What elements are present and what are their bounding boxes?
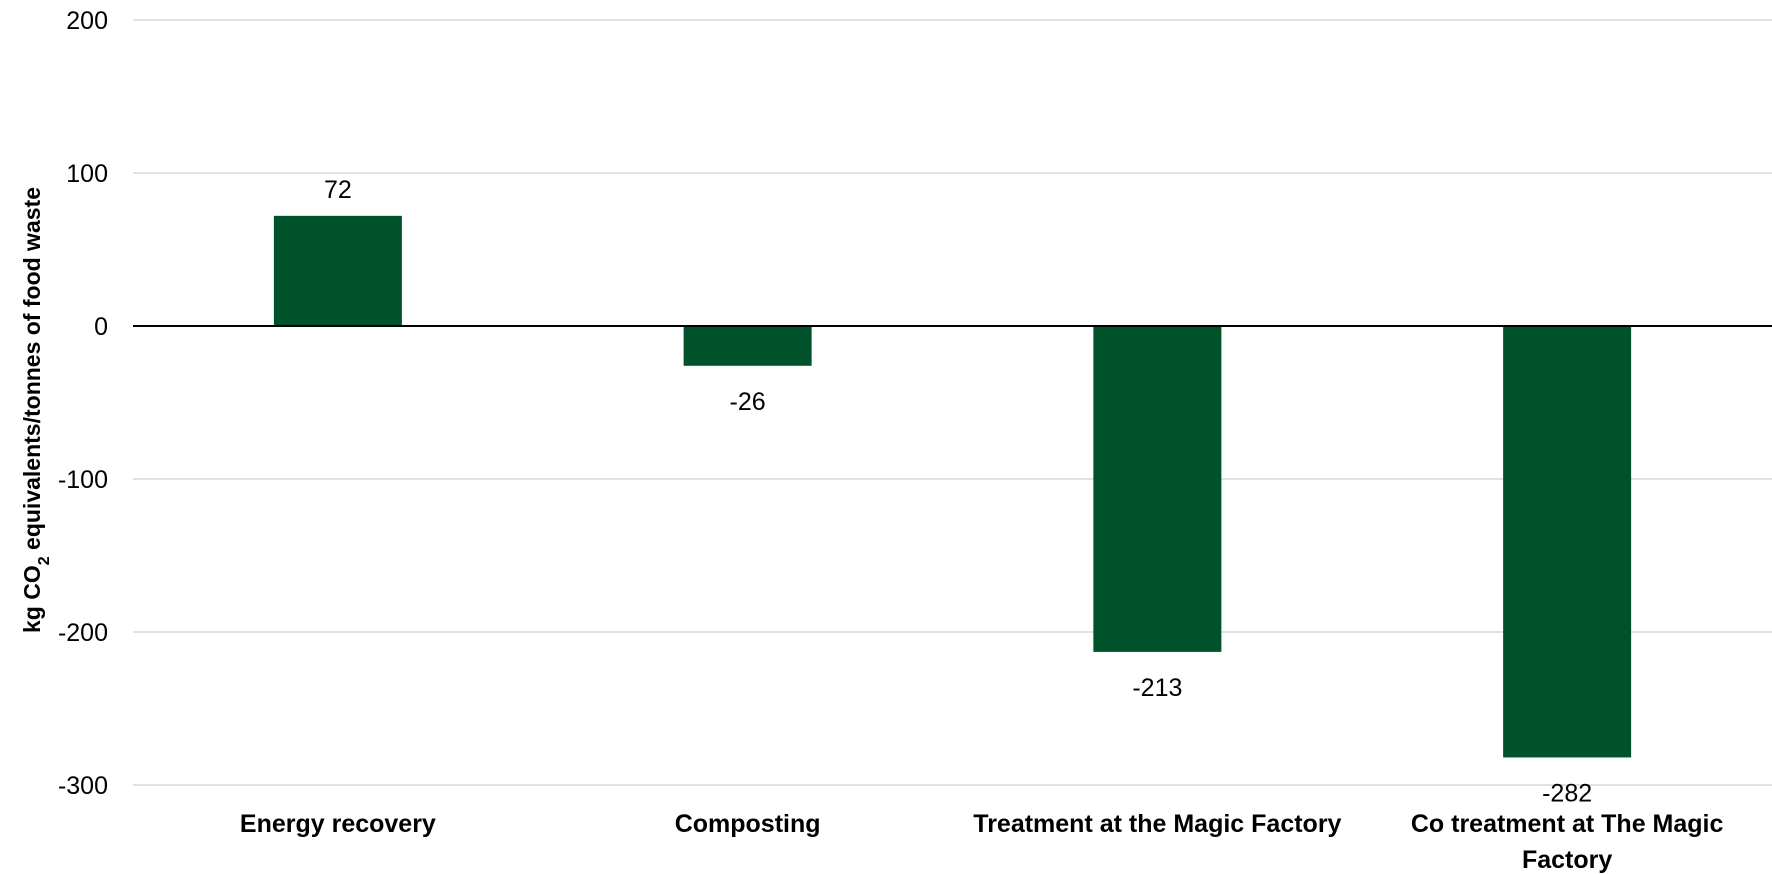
bars [273, 215, 1632, 758]
y-tick-label-1: 100 [66, 160, 108, 188]
y-axis-title-rest: equivalents/tonnes of food waste [19, 187, 45, 556]
y-axis-title: kg CO2 equivalents/tonnes of food waste [19, 187, 53, 633]
y-tick-label-3: -100 [58, 466, 108, 494]
y-tick-label-5: -300 [58, 772, 108, 800]
data-label-1: -26 [730, 388, 766, 416]
category-label-2: Treatment at the Magic Factory [973, 810, 1341, 838]
data-label-2: -213 [1132, 674, 1182, 702]
category-label-3-line-1: Factory [1522, 846, 1612, 874]
bar-0 [273, 215, 402, 326]
y-axis-title-main: kg CO [19, 565, 45, 633]
gridlines [133, 19, 1772, 786]
bar-3 [1503, 326, 1632, 758]
y-tick-label-2: 0 [94, 313, 108, 341]
data-label-0: 72 [324, 176, 352, 204]
bar-2 [1093, 326, 1222, 652]
y-axis-ticks: 200 100 0 -100 -200 -300 [58, 7, 108, 800]
x-axis-category-labels: Energy recovery Composting Treatment at th… [240, 810, 1724, 874]
category-label-0: Energy recovery [240, 810, 436, 838]
category-label-3: Co treatment at The Magic [1411, 810, 1724, 838]
category-label-1: Composting [675, 810, 821, 838]
data-labels: 72 -26 -213 -282 [324, 176, 1592, 808]
y-tick-label-4: -200 [58, 619, 108, 647]
bar-1 [683, 326, 812, 366]
data-label-3: -282 [1542, 779, 1592, 807]
y-tick-label-0: 200 [66, 7, 108, 35]
y-axis-title-subscript: 2 [36, 556, 53, 565]
